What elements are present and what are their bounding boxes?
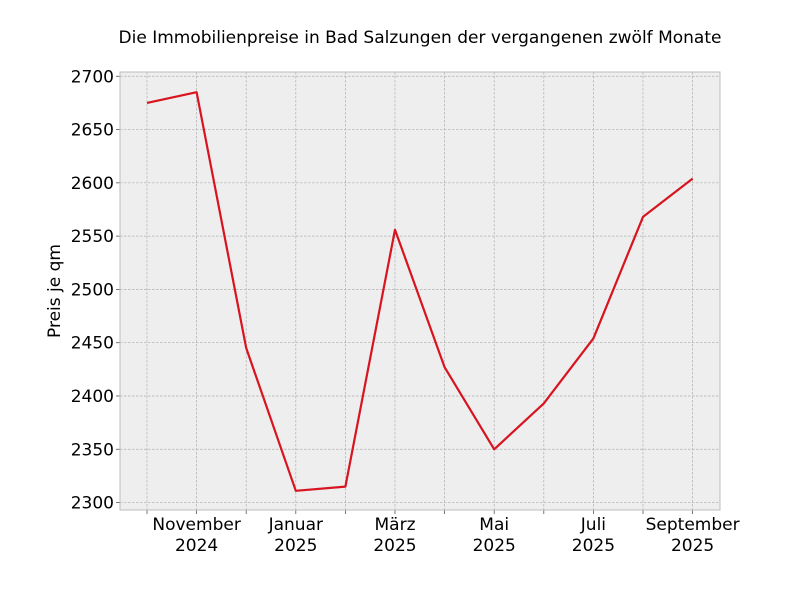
y-tick-label: 2450 [71, 334, 114, 354]
x-tick-label-month: November [152, 515, 240, 535]
y-tick-label: 2300 [71, 494, 114, 514]
series-layer [146, 91, 694, 492]
grid-lines [120, 72, 720, 510]
x-tick-label-year: 2025 [373, 536, 416, 556]
y-axis: 2300 2350 2400 2450 2500 2550 2600 2650 2700 [71, 67, 120, 514]
x-axis: November2024Januar2025März2025Mai2025Jul… [146, 510, 740, 556]
y-tick-label: 2350 [71, 440, 114, 460]
x-tick-label-year: 2025 [274, 536, 317, 556]
x-tick-label-year: 2025 [473, 536, 516, 556]
x-tick-label-year: 2025 [572, 536, 615, 556]
x-tick-label-year: 2024 [175, 536, 218, 556]
x-tick-label-month: März [375, 515, 416, 535]
x-tick-label-month: Mai [479, 515, 509, 535]
y-tick-label: 2650 [71, 121, 114, 141]
series-line [146, 91, 694, 492]
y-axis-label: Preis je qm [45, 244, 65, 338]
y-tick-label: 2550 [71, 227, 114, 247]
y-tick-label: 2600 [71, 174, 114, 194]
chart-title: Die Immobilienpreise in Bad Salzungen de… [119, 28, 722, 48]
y-tick-label: 2700 [71, 67, 114, 87]
x-tick-label-year: 2025 [671, 536, 714, 556]
x-tick-label-month: September [646, 515, 740, 535]
plot-frame [119, 71, 721, 511]
y-tick-label: 2400 [71, 387, 114, 407]
plot-area [120, 72, 720, 510]
x-tick-label-month: Juli [580, 515, 606, 535]
y-tick-label: 2500 [71, 280, 114, 300]
x-tick-label-month: Januar [268, 515, 323, 535]
